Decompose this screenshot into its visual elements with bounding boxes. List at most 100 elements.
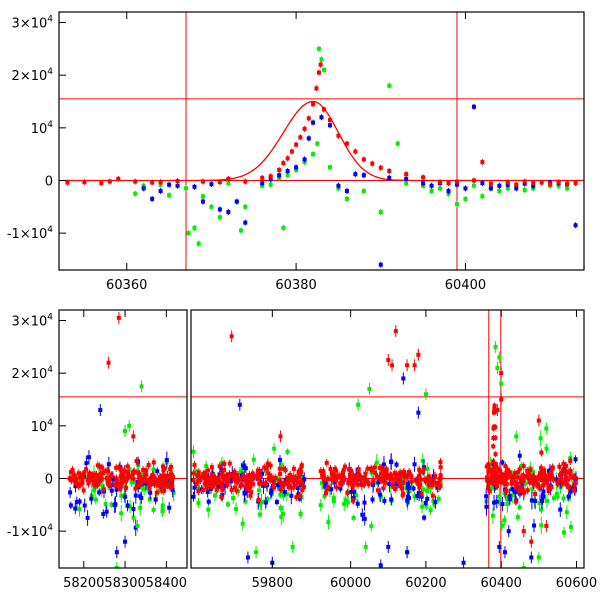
data-point — [417, 490, 422, 495]
data-point — [382, 474, 387, 479]
x-tick-label: 60200 — [405, 576, 446, 591]
data-point — [243, 499, 248, 504]
data-point — [330, 473, 335, 478]
data-point — [151, 467, 156, 472]
data-point — [86, 481, 91, 486]
data-point — [127, 423, 132, 428]
data-point — [405, 498, 410, 503]
data-point — [565, 181, 570, 186]
data-point — [499, 476, 504, 481]
data-point — [142, 477, 147, 482]
data-point — [148, 476, 153, 481]
data-point — [530, 475, 535, 480]
data-point — [192, 463, 197, 468]
data-point — [394, 472, 399, 477]
data-point — [480, 160, 485, 165]
data-point — [100, 470, 105, 475]
data-point — [82, 503, 87, 508]
data-point — [131, 515, 136, 520]
data-point — [294, 478, 299, 483]
data-point — [569, 486, 574, 491]
data-point — [322, 477, 327, 482]
data-point — [281, 161, 286, 166]
data-point — [514, 434, 519, 439]
data-point — [436, 486, 441, 491]
data-point — [573, 223, 578, 228]
data-point — [223, 477, 228, 482]
data-point — [137, 471, 142, 476]
data-point — [568, 473, 573, 478]
data-point — [490, 513, 495, 518]
data-point — [334, 478, 339, 483]
data-point — [471, 183, 476, 188]
data-point — [78, 474, 83, 479]
data-point — [103, 469, 108, 474]
data-point — [232, 473, 237, 478]
data-point — [285, 169, 290, 174]
top-frame — [58, 11, 585, 271]
data-point — [554, 491, 559, 496]
data-point — [298, 479, 303, 484]
data-point — [387, 481, 392, 486]
data-point — [471, 104, 476, 109]
data-point — [109, 488, 114, 493]
data-point — [557, 464, 562, 469]
data-point — [515, 481, 520, 486]
data-point — [379, 471, 384, 476]
data-point — [196, 241, 201, 246]
data-point — [131, 476, 136, 481]
data-point — [430, 493, 435, 498]
data-point — [88, 478, 93, 483]
data-point — [155, 469, 160, 474]
data-point — [422, 515, 427, 520]
data-point — [573, 457, 578, 462]
data-point — [540, 495, 545, 500]
data-point — [408, 483, 413, 488]
data-point — [298, 469, 303, 474]
data-point — [497, 544, 502, 549]
data-point — [325, 477, 330, 482]
data-point — [150, 196, 155, 201]
data-point — [192, 485, 197, 490]
data-point — [504, 488, 509, 493]
data-point — [128, 504, 133, 509]
data-point — [565, 186, 570, 191]
data-point — [319, 480, 324, 485]
data-point — [549, 473, 554, 478]
data-point — [248, 493, 253, 498]
data-point — [381, 462, 386, 467]
data-point — [243, 179, 248, 184]
data-point — [108, 482, 113, 487]
data-point — [536, 418, 541, 423]
data-point — [209, 482, 214, 487]
data-point — [298, 135, 303, 140]
data-point — [165, 473, 170, 478]
model-curve — [59, 100, 584, 182]
data-point — [569, 475, 574, 480]
data-point — [133, 179, 138, 184]
data-point — [373, 470, 378, 475]
data-point — [240, 521, 245, 526]
data-point — [232, 485, 237, 490]
data-point — [383, 469, 388, 474]
data-point — [435, 480, 440, 485]
data-point — [420, 504, 425, 509]
data-point — [533, 492, 538, 497]
data-point — [499, 371, 504, 376]
data-point — [192, 225, 197, 230]
data-point — [234, 199, 239, 204]
data-point — [544, 523, 549, 528]
data-point — [109, 473, 114, 478]
data-point — [446, 181, 451, 186]
data-point — [356, 467, 361, 472]
data-point — [268, 174, 273, 179]
data-point — [114, 566, 119, 568]
x-tick-label: 58200 — [63, 576, 104, 591]
data-point — [191, 471, 196, 476]
data-point — [171, 490, 176, 495]
data-point — [140, 485, 145, 490]
data-point — [430, 483, 435, 488]
data-point — [378, 210, 383, 215]
data-point — [85, 478, 90, 483]
data-point — [506, 529, 511, 534]
